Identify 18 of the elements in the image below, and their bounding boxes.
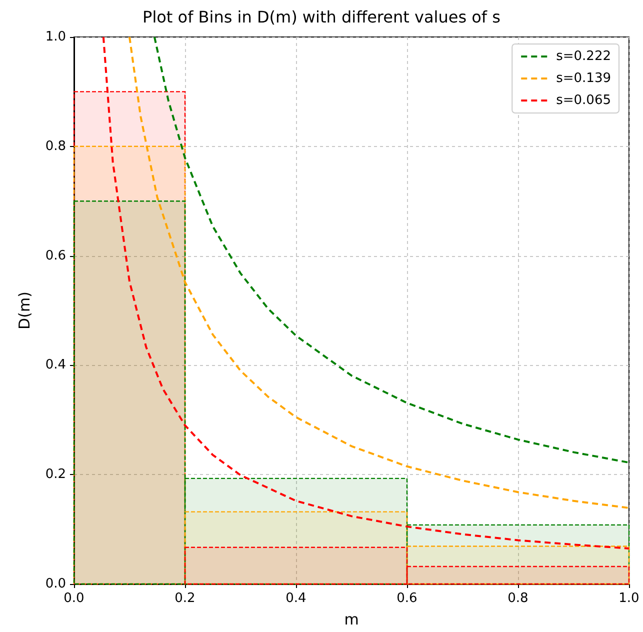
x-tick-label: 0.8 bbox=[508, 591, 528, 606]
x-tick-label: 0.0 bbox=[64, 591, 84, 606]
x-axis-title: m bbox=[344, 610, 359, 628]
y-tick-label: 0.0 bbox=[45, 576, 66, 592]
legend-label: s=0.139 bbox=[556, 71, 612, 86]
legend-label: s=0.065 bbox=[556, 93, 612, 108]
y-tick-label: 0.4 bbox=[45, 358, 66, 373]
x-tick-label: 0.4 bbox=[286, 591, 306, 606]
y-axis-title: D(m) bbox=[16, 292, 34, 330]
x-tick-label: 1.0 bbox=[618, 591, 640, 606]
y-tick-label: 0.6 bbox=[45, 248, 66, 264]
y-tick-label: 0.8 bbox=[45, 138, 66, 154]
y-tick-label: 0.2 bbox=[45, 467, 66, 482]
chart-title: Plot of Bins in D(m) with different values of s bbox=[142, 8, 500, 26]
y-tick-label: 1.0 bbox=[45, 30, 66, 44]
x-tick-label: 0.6 bbox=[396, 591, 418, 606]
x-tick-label: 0.2 bbox=[174, 591, 196, 606]
legend-label: s=0.222 bbox=[556, 49, 612, 64]
